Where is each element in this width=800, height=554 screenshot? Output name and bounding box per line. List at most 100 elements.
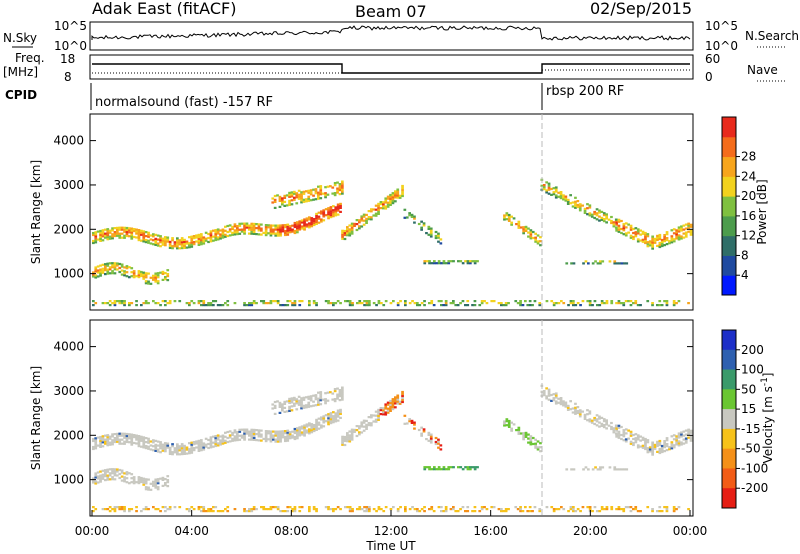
power-cell [656,234,659,237]
velocity-cell [284,432,287,435]
power-cell [545,191,548,194]
velocity-cell [542,394,546,397]
power-cell [680,235,683,238]
power-cell [94,274,98,277]
power-cell [99,239,102,242]
power-cell [142,240,146,243]
power-color-band [722,156,736,177]
velocity-cell [410,419,414,422]
velocity-cell [149,448,153,451]
velocity-cell [298,510,302,513]
velocity-cell [574,410,577,413]
power-cell [94,268,98,271]
velocity-cell [629,430,633,433]
velocity-cell [296,437,299,440]
power-cell [120,263,124,266]
velocity-cell [140,476,143,480]
power-cell [164,242,167,245]
power-cell [598,219,601,222]
velocity-cell [272,434,275,437]
power-color-band [722,235,736,256]
velocity-cell [552,508,556,511]
velocity-cell [252,434,256,437]
power-cell [144,282,148,285]
velocity-cell [403,422,407,425]
velocity-cell [447,468,451,471]
velocity-cell [245,428,249,431]
power-cell [284,233,287,237]
velocity-cell [188,448,191,451]
velocity-cell [137,480,141,483]
velocity-cell [586,413,589,416]
power-cell [214,237,218,240]
power-cell [646,243,650,246]
power-colorbar-tick-label: 24 [741,169,756,183]
velocity-cell [382,409,385,412]
power-cell [391,200,395,203]
velocity-cell [154,508,158,511]
velocity-cell [320,416,323,419]
velocity-cell [362,425,366,428]
velocity-cell [307,403,311,406]
velocity-cell [286,439,290,442]
velocity-cell [408,420,411,423]
velocity-cell [377,418,380,421]
power-cell [684,235,688,238]
power-cell [379,203,383,206]
power-cell [284,224,287,227]
velocity-cell [461,468,465,471]
velocity-cell [296,435,299,438]
power-cell [505,212,509,215]
power-cell [238,232,242,235]
velocity-cell [365,423,368,426]
velocity-cell [298,430,302,433]
velocity-cell [420,434,423,437]
velocity-cell [617,506,621,509]
power-cell [106,262,110,265]
velocity-cell [308,510,311,513]
velocity-cell [156,478,160,481]
power-cell [152,300,155,303]
velocity-cell [252,508,256,511]
power-cell [528,300,532,303]
power-cell [108,229,112,232]
power-cell [517,224,521,227]
velocity-cell [365,419,368,422]
power-cell [164,238,167,241]
velocity-cell [598,415,601,418]
power-cell [238,224,242,227]
velocity-cell [214,443,218,446]
velocity-cell [305,404,308,407]
power-cell [368,304,371,307]
power-cell [322,211,326,214]
power-cell [279,226,282,229]
power-cell [118,302,122,305]
velocity-cell [610,425,613,429]
velocity-cell [367,422,371,425]
velocity-cell [197,506,201,509]
power-cell [142,238,146,241]
velocity-cell [552,399,556,402]
power-cell [250,304,254,307]
power-cell [274,232,278,235]
power-cell [564,199,568,202]
velocity-cell [570,468,573,471]
velocity-cell [370,424,373,427]
velocity-cell [101,437,105,440]
power-cell [106,230,110,233]
power-cell [329,208,333,211]
velocity-cell [118,432,122,435]
power-cell [171,239,174,242]
power-cell [440,300,443,303]
velocity-cell [632,437,635,441]
velocity-cell [200,510,203,513]
power-cell [288,227,292,230]
velocity-cell [154,449,158,452]
velocity-cell [142,446,146,449]
power-cell [276,300,280,303]
power-cell [581,204,584,207]
velocity-cell [305,406,308,409]
velocity-cell [333,390,337,393]
power-cell [333,192,337,195]
power-cell [209,302,213,305]
